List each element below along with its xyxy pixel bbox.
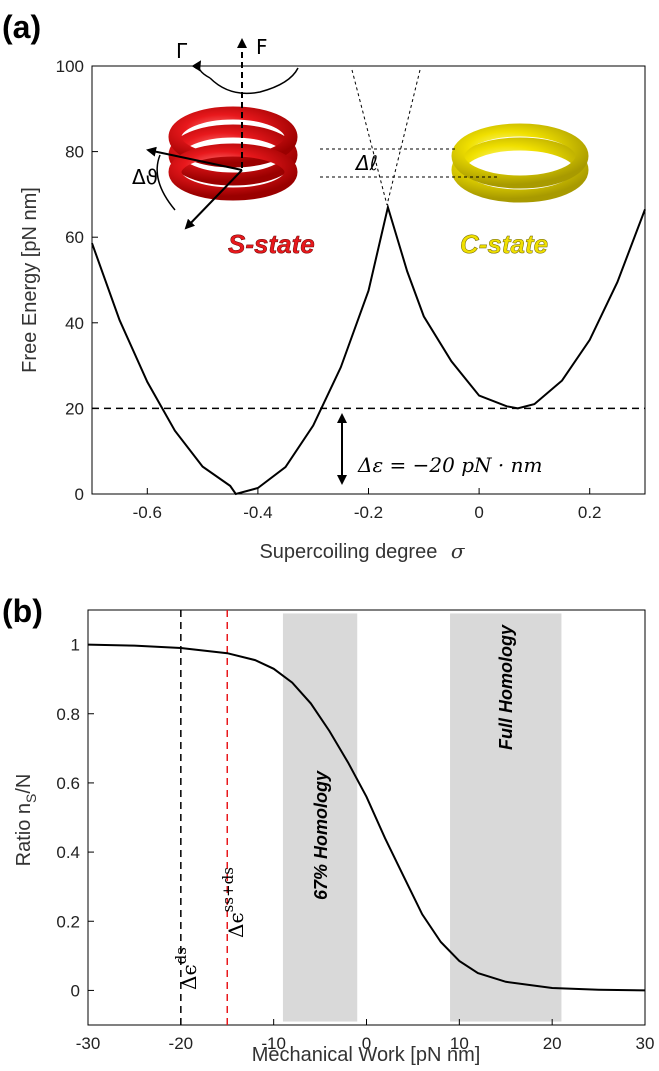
delta-eps-ds-sup: ds — [172, 947, 190, 964]
b-ytick-label: 1 — [71, 636, 80, 655]
a-ytick-label: 60 — [65, 228, 84, 247]
band1-label: 67% Homology — [311, 770, 331, 900]
b-ytick-label: 0.8 — [56, 705, 80, 724]
delta-eps-ds-sym: Δϵ — [177, 964, 201, 990]
panel-a-xlabel-text: Supercoiling degree — [259, 541, 437, 563]
gamma-label: Γ — [176, 39, 188, 63]
a-xtick-label: 0.2 — [578, 503, 602, 522]
panel-b-ylabel: Ratio nS/N — [13, 774, 39, 867]
c-state-label: C-state — [460, 229, 548, 259]
b-xtick-label: 30 — [636, 1034, 655, 1053]
panel-b-ylabel-sub: S — [23, 794, 39, 803]
panel-b-ylabel-text: Ratio n — [13, 803, 35, 866]
delta-eps-ss-ds-sup: ss+ds — [219, 867, 237, 912]
a-xtick-label: -0.4 — [243, 503, 272, 522]
delta-theta-label: Δϑ — [132, 165, 158, 189]
delta-eps-ds-label: Δϵds — [172, 947, 201, 990]
panel-a-axes: -0.6 -0.4 -0.2 0 0.2 0 20 40 60 80 100 — [56, 57, 646, 522]
a-ytick-label: 100 — [56, 57, 84, 76]
panel-b-xlabel: Mechanical Work [pN nm] — [252, 1044, 481, 1066]
delta-ell-label: Δℓ — [354, 151, 378, 175]
panel-a-x-ticks: -0.6 -0.4 -0.2 0 0.2 — [133, 488, 602, 522]
a-ytick-label: 80 — [65, 143, 84, 162]
panel-b-x-ticks: -30 -20 -10 0 10 20 30 — [76, 1019, 655, 1053]
a-ytick-label: 0 — [75, 485, 84, 504]
s-state-label: S-state — [228, 229, 315, 259]
b-xtick-label: -20 — [169, 1034, 194, 1053]
b-xtick-label: 20 — [543, 1034, 562, 1053]
panel-a-xlabel-symbol: σ — [451, 539, 466, 563]
b-ytick-label: 0.2 — [56, 912, 80, 931]
a-ytick-label: 20 — [65, 399, 84, 418]
b-xtick-label: -30 — [76, 1034, 101, 1053]
panel-a-y-ticks: 0 20 40 60 80 100 — [56, 57, 98, 504]
delta-eps-ss-ds-label: Δϵss+ds — [219, 867, 248, 938]
ratio-curve — [87, 643, 646, 992]
barrier-dotted-lines — [351, 69, 421, 206]
force-label: F — [256, 35, 268, 59]
b-ytick-label: 0.6 — [56, 774, 80, 793]
b-xtick-label: 0 — [362, 1034, 371, 1053]
panel-a-ylabel: Free Energy [pN nm] — [19, 187, 41, 373]
free-energy-curve — [91, 203, 646, 496]
panel-b-axes: -30 -20 -10 0 10 20 30 0 0.2 0.4 0.6 0.8 1 — [56, 609, 655, 1053]
b-xtick-label: -10 — [261, 1034, 286, 1053]
a-xtick-label: -0.2 — [354, 503, 383, 522]
a-xtick-label: -0.6 — [133, 503, 162, 522]
b-xtick-label: 10 — [450, 1034, 469, 1053]
panel-b-label: (b) — [2, 593, 43, 629]
b-ytick-label: 0.4 — [56, 843, 80, 862]
s-state-coil-illustration — [146, 38, 299, 230]
delta-eps-ss-ds-sym: Δϵ — [224, 912, 248, 938]
homology-band — [450, 613, 562, 1022]
panel-b-ylabel-tail: /N — [13, 774, 35, 794]
homology-bands — [282, 613, 562, 1022]
c-state-coil-illustration — [320, 123, 589, 203]
band2-label: Full Homology — [496, 624, 516, 750]
a-xtick-label: 0 — [474, 503, 483, 522]
panel-a-xlabel: Supercoiling degree σ — [259, 539, 465, 563]
panel-a-label: (a) — [2, 9, 41, 45]
b-ytick-label: 0 — [71, 981, 80, 1000]
panel-b-y-ticks: 0 0.2 0.4 0.6 0.8 1 — [56, 636, 94, 1000]
delta-eps-label: Δε = −20 pN · nm — [357, 453, 542, 477]
homology-band — [282, 613, 358, 1022]
a-ytick-label: 40 — [65, 314, 84, 333]
